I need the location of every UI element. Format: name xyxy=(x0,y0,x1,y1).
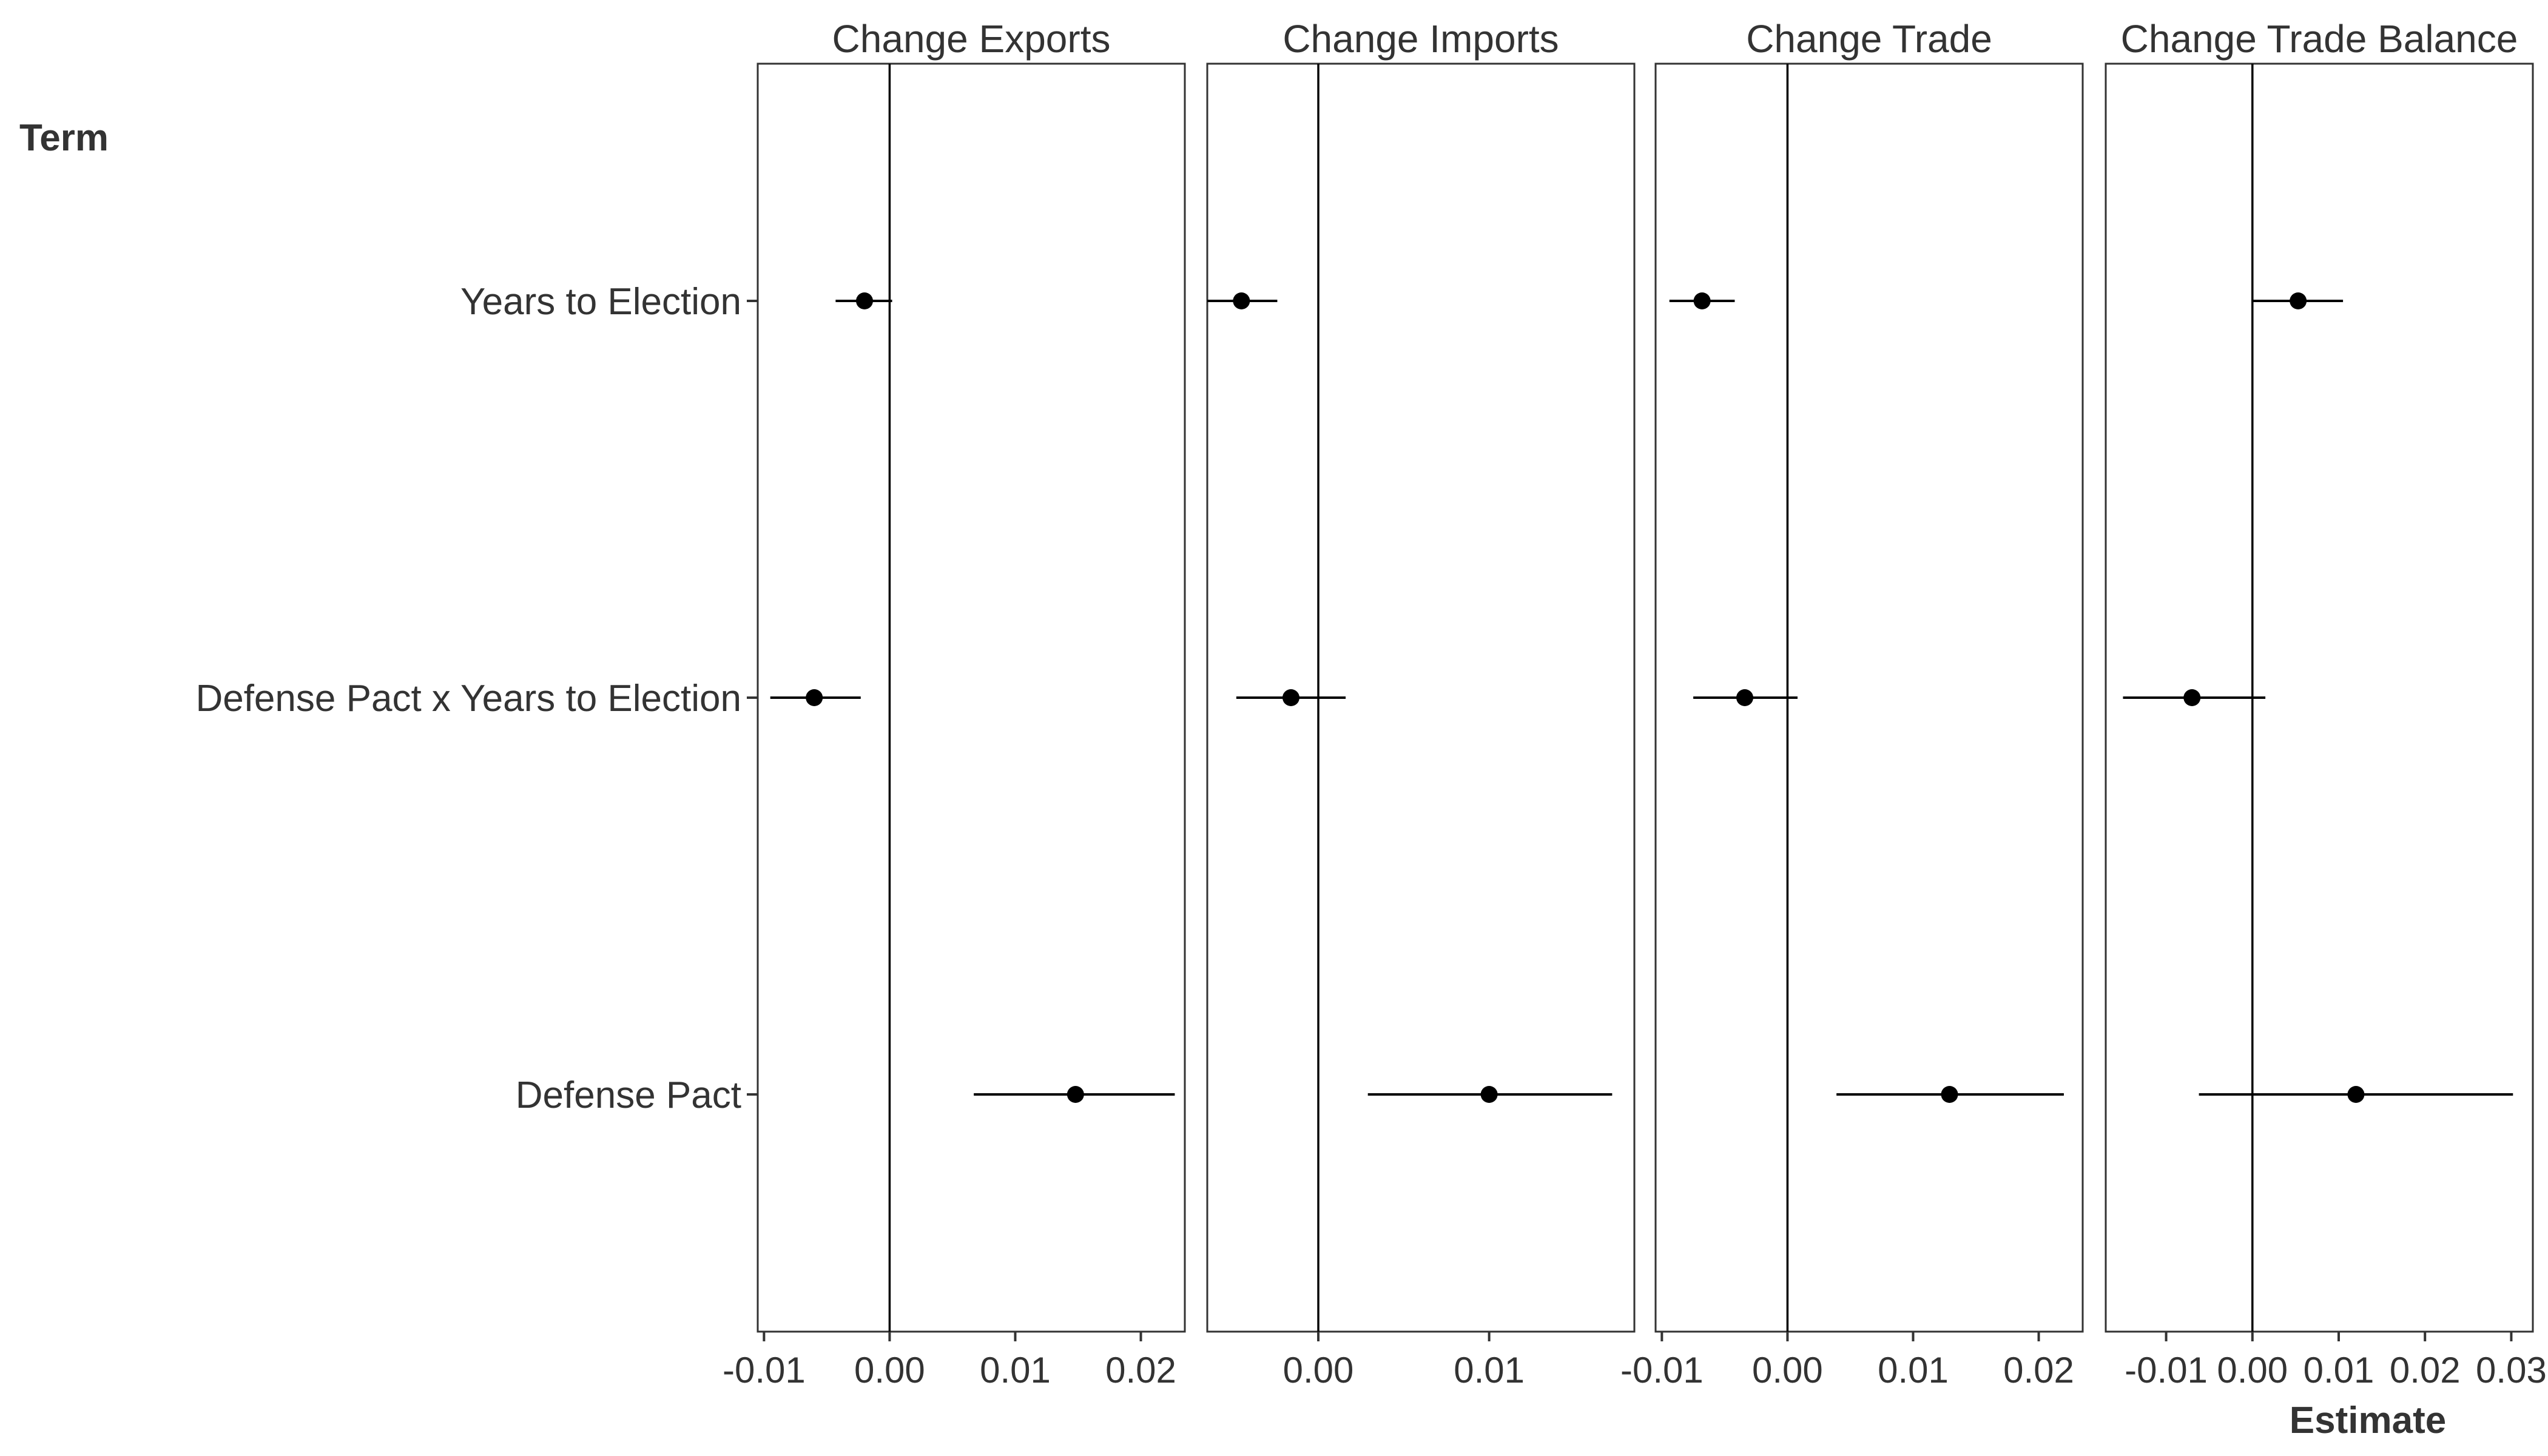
x-tick-label: 0.00 xyxy=(1283,1350,1354,1390)
estimate-point xyxy=(2183,689,2201,706)
y-axis-title: Term xyxy=(19,117,109,159)
estimate-point xyxy=(2347,1086,2365,1103)
x-tick-label: 0.00 xyxy=(2217,1350,2288,1390)
panel: Change Trade Balance -0.01 0.00 0.01 0.02 0.0… xyxy=(2105,17,2547,1390)
panel-title: Change Exports xyxy=(832,17,1111,61)
x-axis-title: Estimate xyxy=(2290,1400,2446,1441)
panel-border xyxy=(1654,62,2084,1333)
panel: Change Imports 0.00 0.01 xyxy=(1206,17,1636,1390)
estimate-point xyxy=(856,292,873,309)
estimate-point xyxy=(1693,292,1711,309)
panel: Change Trade -0.01 0.00 0.01 0.02 xyxy=(1620,17,2084,1390)
x-tick-label: 0.02 xyxy=(2390,1350,2461,1390)
x-tick-label: 0.02 xyxy=(1105,1350,1176,1390)
estimate-point xyxy=(1736,689,1754,706)
estimate-point xyxy=(2290,292,2307,309)
estimate-point xyxy=(1282,689,1299,706)
x-tick-label: 0.01 xyxy=(1454,1350,1525,1390)
x-tick-label: 0.01 xyxy=(2304,1350,2374,1390)
panel: Change Exports -0.01 0.00 0.01 0.02 xyxy=(723,17,1186,1390)
x-tick-label: -0.01 xyxy=(723,1350,806,1390)
term-labels-group: Years to Election Defense Pact x Years to… xyxy=(195,281,758,1116)
estimate-point xyxy=(1067,1086,1084,1103)
panel-border xyxy=(2105,62,2534,1333)
x-tick-label: 0.00 xyxy=(854,1350,925,1390)
x-tick-label: 0.01 xyxy=(980,1350,1051,1390)
estimate-point xyxy=(1941,1086,1958,1103)
term-label: Defense Pact x Years to Election xyxy=(195,678,741,720)
x-tick-label: -0.01 xyxy=(1620,1350,1704,1390)
x-tick-label: 0.01 xyxy=(1878,1350,1949,1390)
panel-title: Change Trade xyxy=(1746,17,1992,61)
x-tick-label: 0.03 xyxy=(2476,1350,2547,1390)
estimate-point xyxy=(1480,1086,1498,1103)
panel-border xyxy=(1206,62,1636,1333)
estimate-point xyxy=(1233,292,1250,309)
x-tick-label: 0.02 xyxy=(2003,1350,2074,1390)
estimate-point xyxy=(806,689,823,706)
term-label: Defense Pact xyxy=(516,1074,741,1116)
x-tick-label: 0.00 xyxy=(1752,1350,1823,1390)
panel-title: Change Trade Balance xyxy=(2121,17,2518,61)
x-tick-label: -0.01 xyxy=(2125,1350,2208,1390)
term-label: Years to Election xyxy=(460,281,741,323)
panel-title: Change Imports xyxy=(1282,17,1559,61)
